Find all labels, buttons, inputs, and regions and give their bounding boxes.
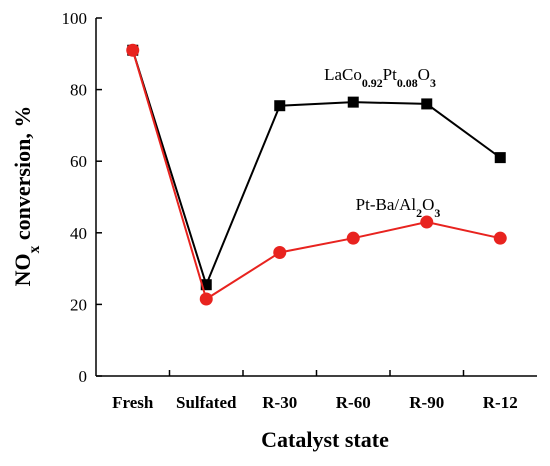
series-label-2: Pt-Ba/Al2O3 [356, 195, 441, 220]
series-1 [127, 44, 506, 291]
x-tick-label: Sulfated [176, 393, 237, 412]
data-point [421, 98, 433, 110]
x-axis-ticks: Fresh Sulfated R-30 R-60 R-90 R-12 [112, 370, 518, 412]
y-tick-label: 80 [70, 81, 87, 100]
axes [95, 18, 537, 377]
data-point [126, 43, 140, 57]
data-point [200, 279, 212, 291]
text-segment: NO [10, 253, 35, 286]
series-layer [126, 43, 507, 306]
subscript: 0.08 [397, 76, 418, 90]
series-2 [126, 43, 507, 306]
text-segment: O [418, 65, 430, 84]
subscript: x [26, 245, 43, 253]
y-axis-title: NOx conversion, % [10, 106, 43, 287]
subscript: 3 [430, 76, 436, 90]
y-tick-label: 0 [79, 367, 88, 386]
data-point [199, 292, 213, 306]
y-tick-label: 20 [70, 295, 87, 314]
text-segment: LaCo [324, 65, 362, 84]
data-point [273, 245, 287, 259]
subscript: 0.92 [362, 76, 383, 90]
y-tick-label: 60 [70, 152, 87, 171]
text-segment: conversion, % [10, 106, 35, 246]
y-axis-ticks: 0 20 40 60 80 100 [62, 9, 102, 386]
data-point [494, 152, 506, 164]
series-label-1: LaCo0.92Pt0.08O3 [324, 65, 436, 90]
x-axis-title: Catalyst state [261, 427, 389, 452]
data-point [346, 231, 360, 245]
data-point [493, 231, 507, 245]
y-tick-label: 100 [62, 9, 88, 28]
x-tick-label: R-60 [336, 393, 371, 412]
data-point [274, 100, 286, 112]
series-line [131, 49, 501, 288]
text-segment: O [422, 195, 434, 214]
data-point [347, 96, 359, 108]
y-tick-label: 40 [70, 224, 87, 243]
x-tick-label: Fresh [112, 393, 154, 412]
data-point [420, 215, 434, 229]
x-tick-label: R-30 [262, 393, 297, 412]
x-tick-label: R-12 [483, 393, 518, 412]
text-segment: Pt-Ba/Al [356, 195, 417, 214]
subscript: 2 [416, 206, 422, 220]
x-tick-label: R-90 [409, 393, 444, 412]
text-segment: Pt [383, 65, 397, 84]
series-line [131, 49, 501, 301]
subscript: 3 [434, 206, 440, 220]
